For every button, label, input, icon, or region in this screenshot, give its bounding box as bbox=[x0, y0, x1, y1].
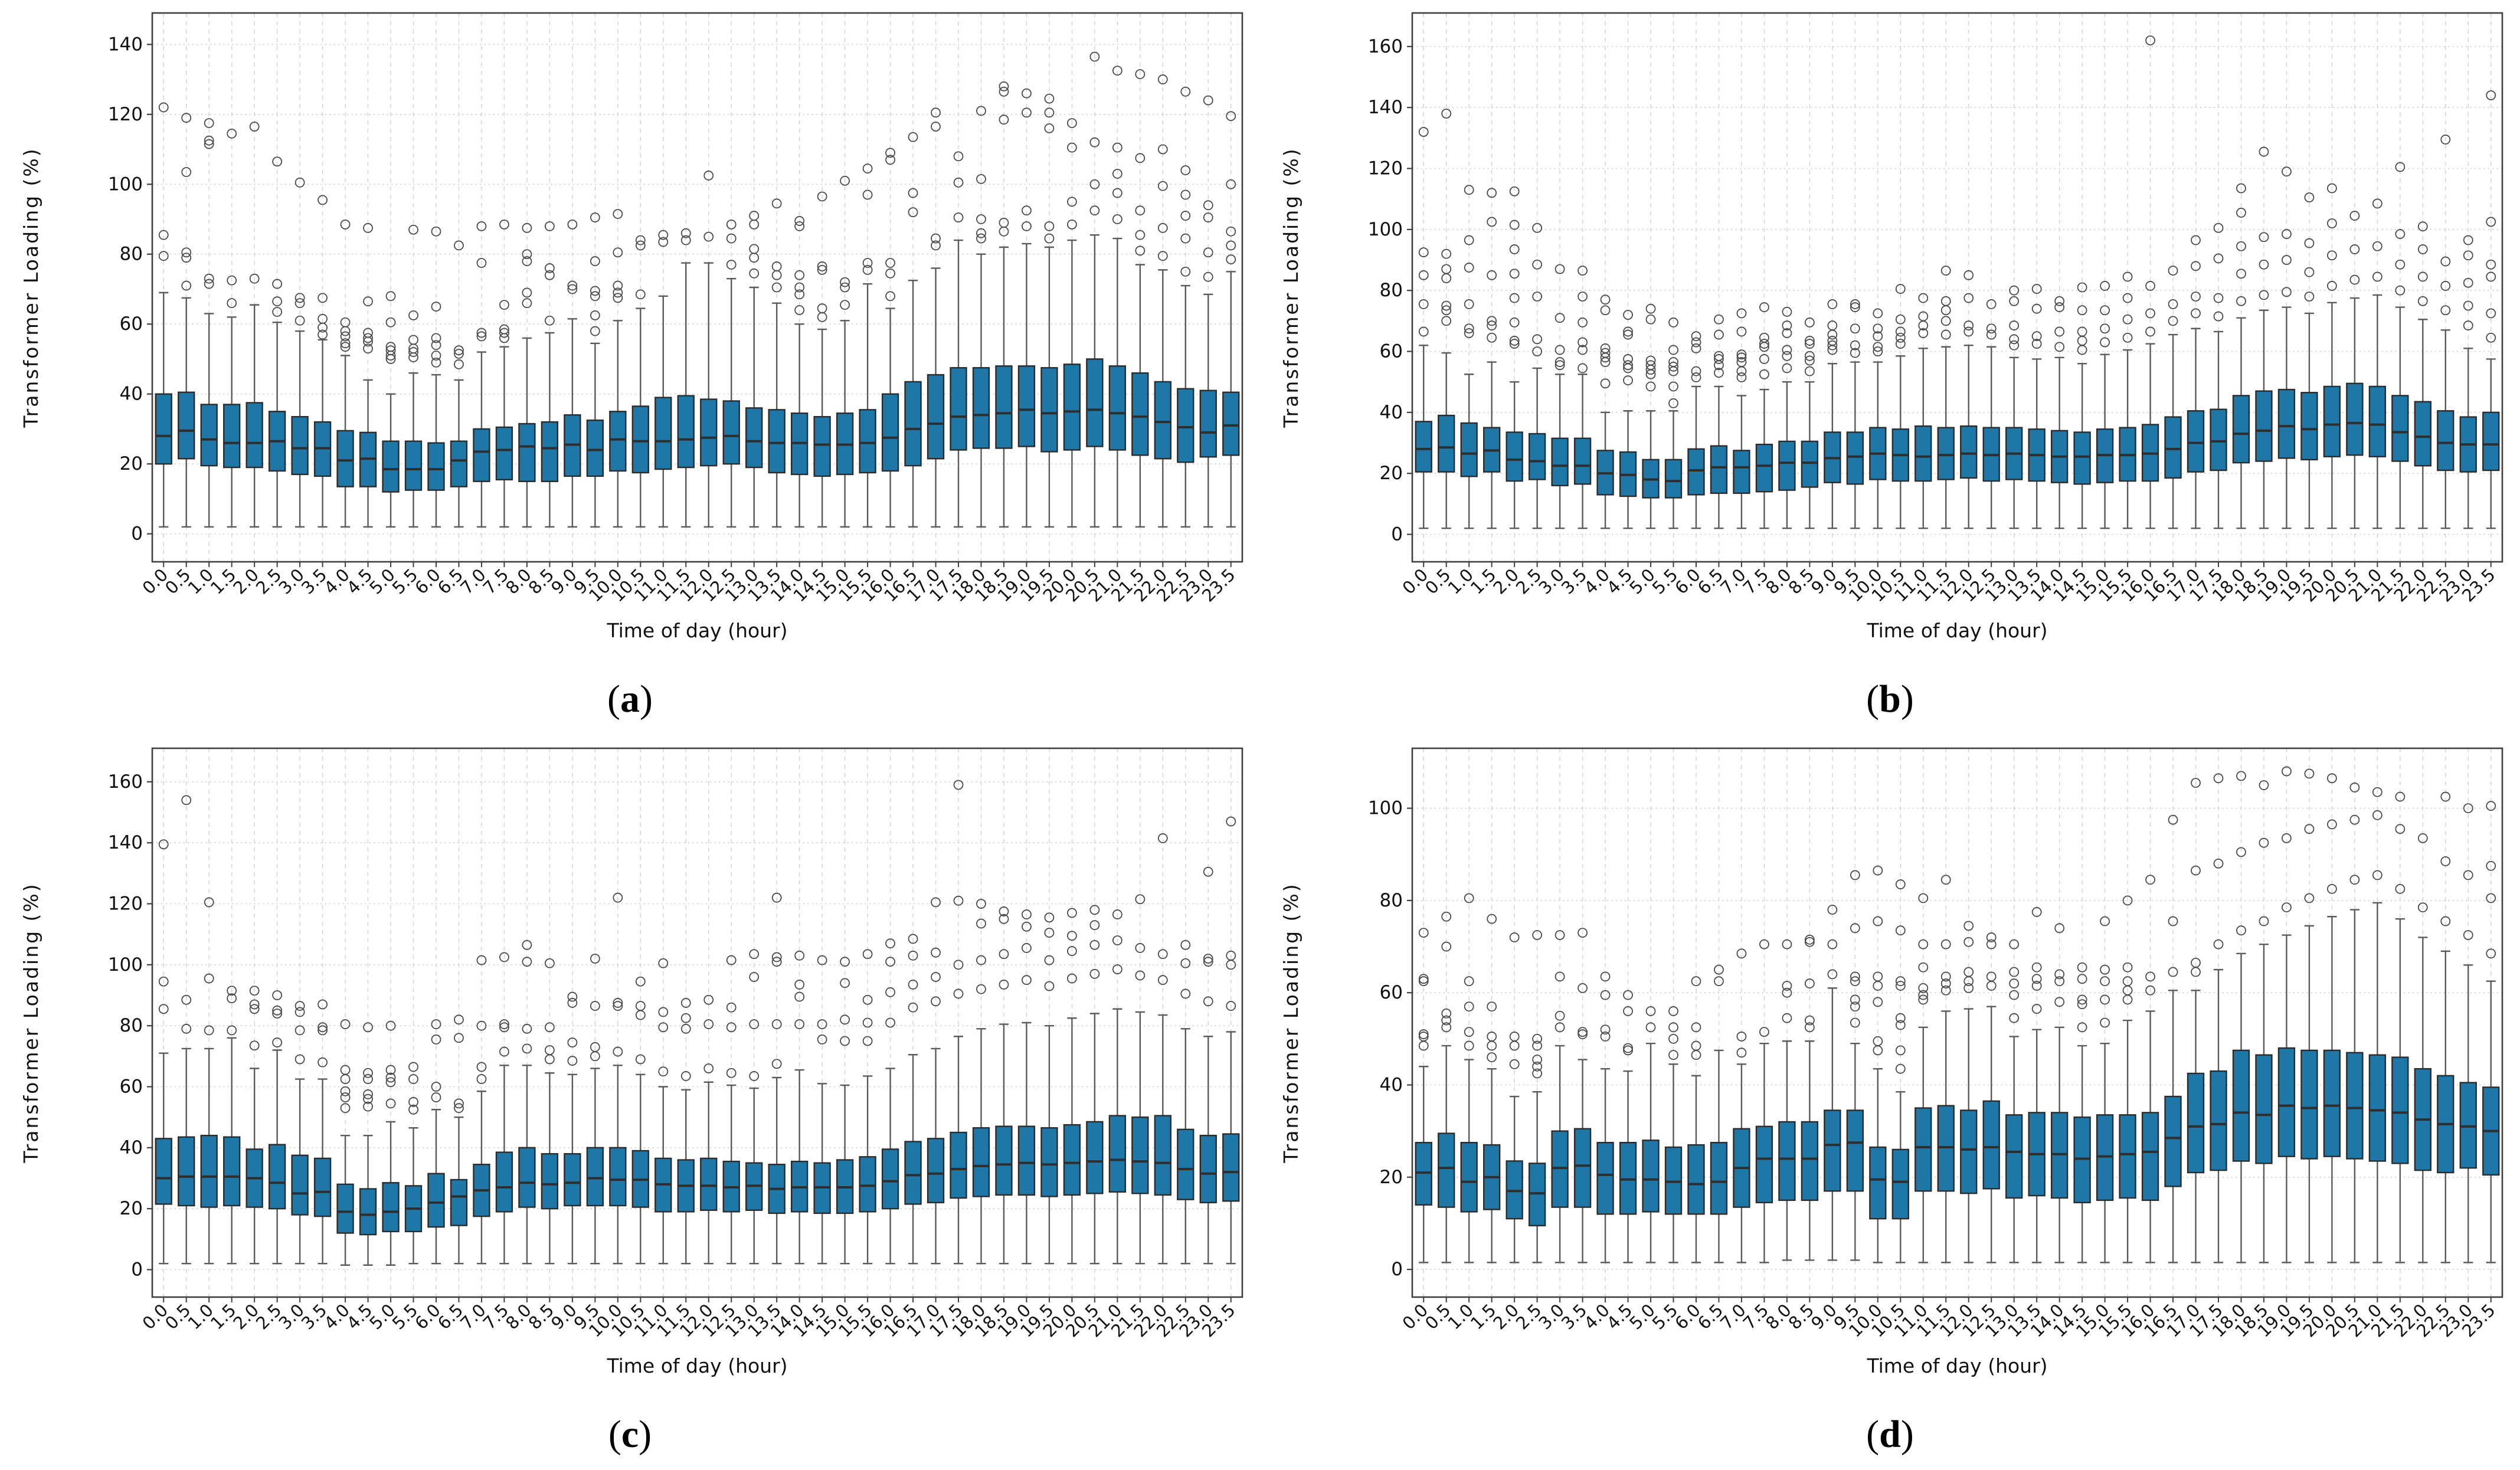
svg-text:Transformer Loading (%): Transformer Loading (%) bbox=[19, 147, 42, 428]
boxplot-a: 0204060801001201400.00.51.01.52.02.53.03… bbox=[19, 12, 1243, 642]
caption-c-letter: c bbox=[621, 1413, 639, 1456]
svg-text:Time of day (hour): Time of day (hour) bbox=[1866, 1354, 2047, 1377]
svg-text:80: 80 bbox=[120, 1015, 143, 1036]
svg-text:Time of day (hour): Time of day (hour) bbox=[1866, 619, 2047, 642]
svg-text:Time of day (hour): Time of day (hour) bbox=[606, 1354, 787, 1377]
svg-text:Transformer Loading (%): Transformer Loading (%) bbox=[1279, 882, 1302, 1163]
svg-text:0: 0 bbox=[1391, 524, 1403, 545]
caption-d-open: ( bbox=[1866, 1413, 1880, 1456]
caption-a: (a) bbox=[607, 680, 653, 719]
boxplot-c: 0204060801001201401600.00.51.01.52.02.53… bbox=[19, 747, 1243, 1377]
caption-c-open: ( bbox=[608, 1413, 621, 1456]
svg-text:100: 100 bbox=[1368, 798, 1403, 819]
svg-text:120: 120 bbox=[108, 893, 143, 915]
svg-text:0: 0 bbox=[131, 1259, 143, 1281]
svg-text:60: 60 bbox=[120, 313, 143, 335]
svg-text:80: 80 bbox=[1380, 890, 1403, 911]
svg-text:0: 0 bbox=[1391, 1259, 1403, 1280]
svg-text:60: 60 bbox=[1380, 341, 1403, 362]
caption-d-letter: d bbox=[1879, 1413, 1901, 1456]
svg-text:160: 160 bbox=[108, 771, 143, 793]
svg-text:80: 80 bbox=[120, 244, 143, 265]
caption-a-open: ( bbox=[607, 677, 620, 721]
caption-c: (c) bbox=[608, 1415, 652, 1454]
caption-d: (d) bbox=[1866, 1415, 1914, 1454]
caption-b-letter: b bbox=[1879, 677, 1901, 721]
panel-c-figure: 0 20 40 60 80 100 120 140 160 0.0 0.5 1.0 1.5 2.0 2.5 3… bbox=[0, 735, 1260, 1470]
svg-text:60: 60 bbox=[1380, 982, 1403, 1003]
panel-b-figure: 0 20 40 60 80 100 120 140 160 0.0 0.5 1.0 1.5 2.0 2.5 3… bbox=[1260, 0, 2520, 735]
caption-d-close: ) bbox=[1900, 1413, 1914, 1456]
svg-text:140: 140 bbox=[1368, 97, 1403, 118]
svg-text:Transformer Loading (%): Transformer Loading (%) bbox=[1279, 147, 1302, 428]
svg-text:120: 120 bbox=[108, 104, 143, 125]
panel-a-figure: 0 20 40 60 80 100 120 140 0.0 0.5 1.0 1.5 2.0 2.5 3.0 3… bbox=[0, 0, 1260, 735]
svg-text:20: 20 bbox=[1380, 463, 1403, 484]
svg-text:80: 80 bbox=[1380, 280, 1403, 301]
caption-b-open: ( bbox=[1866, 677, 1880, 721]
svg-text:20: 20 bbox=[1380, 1167, 1403, 1188]
svg-text:40: 40 bbox=[120, 1137, 143, 1158]
boxplot-b: 0204060801001201401600.00.51.01.52.02.53… bbox=[1279, 12, 2503, 642]
svg-text:140: 140 bbox=[108, 34, 143, 55]
caption-a-close: ) bbox=[640, 677, 653, 721]
svg-text:140: 140 bbox=[108, 832, 143, 853]
svg-text:20: 20 bbox=[120, 1198, 143, 1219]
svg-text:40: 40 bbox=[1380, 402, 1403, 423]
svg-text:60: 60 bbox=[120, 1076, 143, 1098]
caption-a-letter: a bbox=[620, 677, 640, 721]
panel-d-figure: 0 20 40 60 80 100 0.0 0.5 1.0 1.5 2.0 2.5 3.0 3.5 4.0 4… bbox=[1260, 735, 2520, 1470]
svg-text:100: 100 bbox=[108, 173, 143, 195]
caption-b-close: ) bbox=[1900, 677, 1914, 721]
svg-text:160: 160 bbox=[1368, 36, 1403, 57]
svg-text:40: 40 bbox=[1380, 1075, 1403, 1096]
svg-text:120: 120 bbox=[1368, 158, 1403, 179]
svg-text:100: 100 bbox=[108, 954, 143, 975]
svg-text:20: 20 bbox=[120, 453, 143, 474]
boxplot-d: 0204060801000.00.51.01.52.02.53.03.54.04… bbox=[1279, 747, 2503, 1377]
svg-text:Transformer Loading (%): Transformer Loading (%) bbox=[19, 882, 42, 1163]
svg-text:100: 100 bbox=[1368, 219, 1403, 240]
svg-text:40: 40 bbox=[120, 384, 143, 405]
svg-text:Time of day (hour): Time of day (hour) bbox=[606, 619, 787, 642]
caption-b: (b) bbox=[1866, 680, 1914, 719]
caption-c-close: ) bbox=[639, 1413, 652, 1456]
svg-text:0: 0 bbox=[131, 523, 143, 545]
